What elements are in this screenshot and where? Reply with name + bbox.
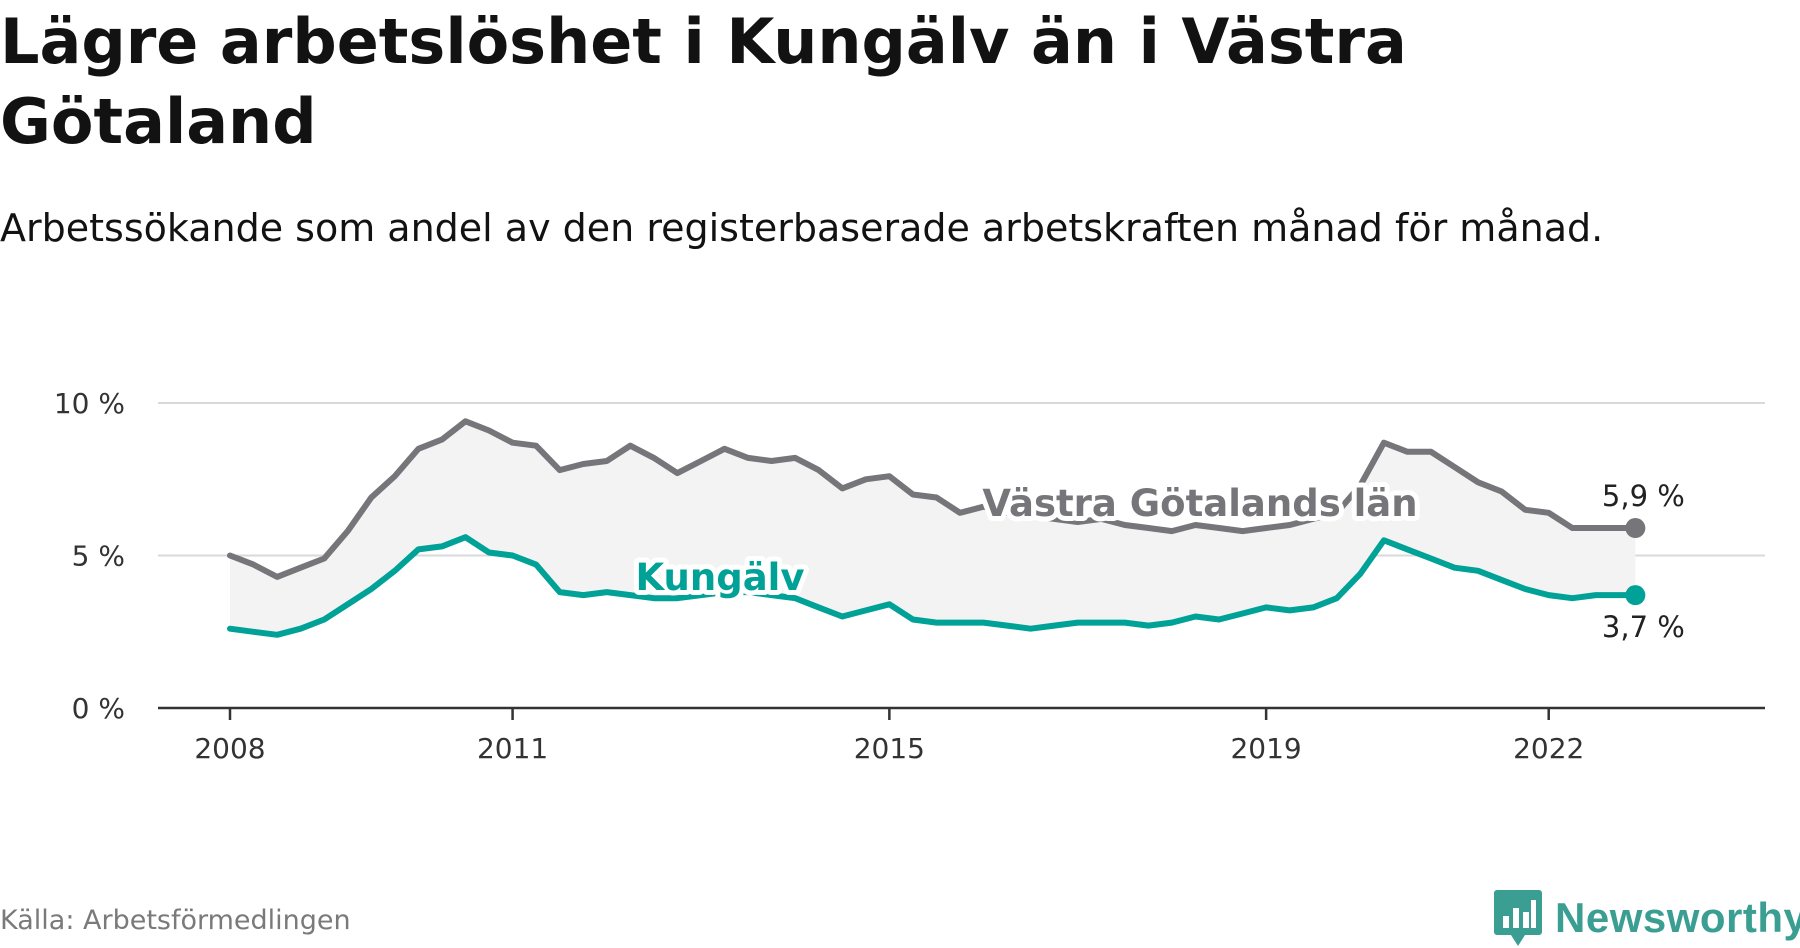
series-annotation-halo: Västra Götalands län [982, 482, 1417, 525]
newsworthy-logo-icon [1494, 890, 1542, 946]
x-tick-label: 2008 [194, 732, 265, 765]
y-tick-label: 0 % [72, 692, 125, 725]
y-tick-label: 10 % [54, 387, 125, 420]
series-end-marker [1625, 518, 1646, 539]
newsworthy-logo: Newsworthy [1493, 888, 1800, 948]
chart-labels: 0 % 5 % 10 % 2008 2011 2015 2019 2022 5,9 % 3,7 %… [54, 387, 1685, 765]
axes [158, 706, 1765, 720]
source-note: Källa: Arbetsförmedlingen [0, 905, 351, 936]
x-tick-label: 2019 [1230, 732, 1301, 765]
band-area [230, 421, 1636, 635]
series-end-marker [1625, 585, 1646, 606]
series-end-label: 3,7 % [1602, 610, 1685, 644]
y-tick-label: 5 % [72, 540, 125, 573]
series-lines [227, 418, 1646, 638]
series-line [227, 534, 1639, 638]
x-tick-label: 2022 [1513, 732, 1584, 765]
series-annotation-halo: Kungälv [636, 556, 805, 599]
line-chart: 0 % 5 % 10 % 2008 2011 2015 2019 2022 5,9 % 3,7 %… [54, 387, 1765, 765]
chart-subtitle: Arbetssökande som andel av den registerb… [0, 206, 1604, 250]
series-annotation: Kungälv [636, 556, 805, 599]
series-end-label: 5,9 % [1602, 479, 1685, 513]
x-tick-label: 2015 [854, 732, 925, 765]
difference-band [230, 421, 1636, 635]
series-line [227, 418, 1639, 580]
x-tick-label: 2011 [477, 732, 548, 765]
chart-title: Lägre arbetslöshet i Kungälv än i Västra… [0, 5, 1407, 158]
brand-name: Newsworthy [1555, 894, 1800, 941]
series-annotation: Västra Götalands län [982, 482, 1417, 525]
